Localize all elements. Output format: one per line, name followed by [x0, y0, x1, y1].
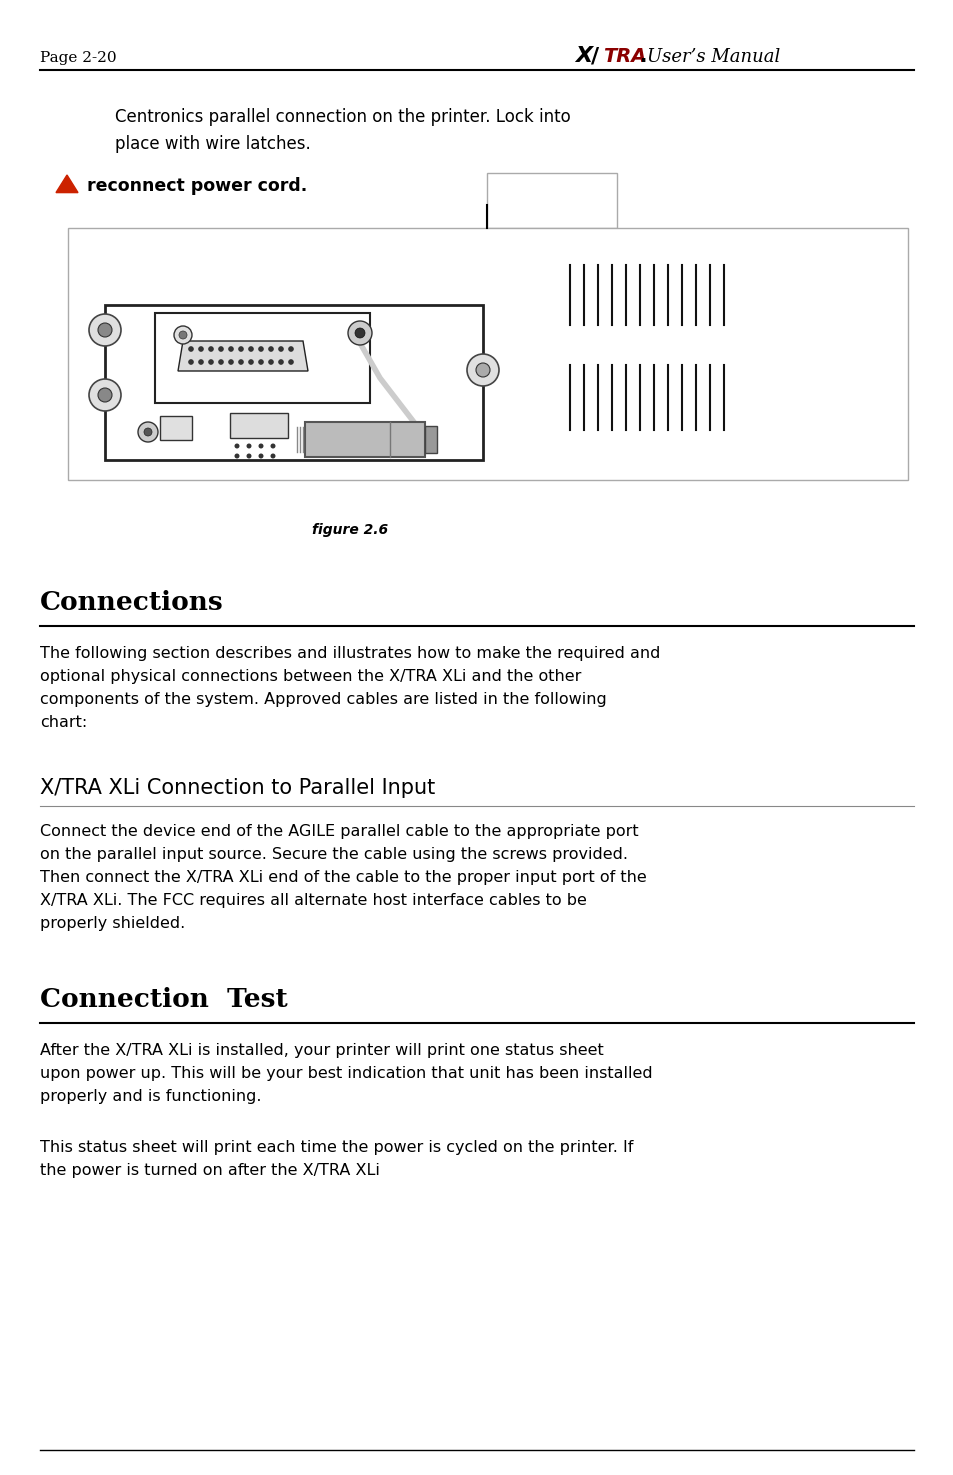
Text: place with wire latches.: place with wire latches.: [115, 136, 311, 153]
Circle shape: [209, 347, 213, 351]
Circle shape: [218, 360, 223, 364]
Text: properly shielded.: properly shielded.: [40, 916, 185, 931]
Circle shape: [355, 327, 365, 338]
Circle shape: [198, 347, 203, 351]
Text: After the X/TRA XLi is installed, your printer will print one status sheet: After the X/TRA XLi is installed, your p…: [40, 1043, 603, 1058]
Circle shape: [173, 326, 192, 344]
Bar: [230, 413, 288, 438]
Circle shape: [348, 322, 372, 345]
Text: components of the system. Approved cables are listed in the following: components of the system. Approved cable…: [40, 692, 606, 707]
Text: Connections: Connections: [40, 590, 224, 615]
Circle shape: [198, 360, 203, 364]
Circle shape: [268, 360, 274, 364]
Bar: [154, 313, 370, 403]
Circle shape: [268, 347, 274, 351]
Circle shape: [238, 360, 243, 364]
Circle shape: [258, 444, 263, 448]
Text: X/TRA XLi. The FCC requires all alternate host interface cables to be: X/TRA XLi. The FCC requires all alternat…: [40, 892, 586, 909]
Circle shape: [248, 347, 253, 351]
Circle shape: [258, 453, 263, 459]
Bar: [105, 305, 482, 460]
Circle shape: [246, 444, 252, 448]
Circle shape: [144, 428, 152, 437]
Circle shape: [189, 360, 193, 364]
Circle shape: [218, 347, 223, 351]
Circle shape: [189, 347, 193, 351]
Text: Page 2-20: Page 2-20: [40, 52, 116, 65]
Circle shape: [258, 360, 263, 364]
Bar: [68, 229, 907, 479]
Text: Then connect the X/TRA XLi end of the cable to the proper input port of the: Then connect the X/TRA XLi end of the ca…: [40, 870, 646, 885]
Bar: [424, 426, 436, 453]
Circle shape: [89, 314, 121, 347]
Circle shape: [229, 360, 233, 364]
Circle shape: [278, 347, 283, 351]
Text: on the parallel input source. Secure the cable using the screws provided.: on the parallel input source. Secure the…: [40, 847, 627, 861]
Text: properly and is functioning.: properly and is functioning.: [40, 1089, 261, 1103]
Text: figure 2.6: figure 2.6: [312, 524, 388, 537]
Circle shape: [467, 354, 498, 386]
Text: upon power up. This will be your best indication that unit has been installed: upon power up. This will be your best in…: [40, 1066, 652, 1081]
Circle shape: [258, 347, 263, 351]
Text: Centronics parallel connection on the printer. Lock into: Centronics parallel connection on the pr…: [115, 108, 570, 125]
Circle shape: [98, 388, 112, 403]
Circle shape: [89, 379, 121, 412]
Polygon shape: [178, 341, 308, 372]
Polygon shape: [56, 176, 78, 193]
Text: /: /: [590, 46, 598, 66]
Text: .: .: [639, 47, 647, 65]
Circle shape: [98, 323, 112, 336]
Text: TRA: TRA: [602, 47, 646, 65]
Text: X/TRA XLi Connection to Parallel Input: X/TRA XLi Connection to Parallel Input: [40, 777, 435, 798]
Text: Connect the device end of the AGILE parallel cable to the appropriate port: Connect the device end of the AGILE para…: [40, 825, 638, 839]
Text: optional physical connections between the X/TRA XLi and the other: optional physical connections between th…: [40, 670, 580, 684]
Circle shape: [271, 444, 275, 448]
Circle shape: [209, 360, 213, 364]
Text: the power is turned on after the X/TRA XLi: the power is turned on after the X/TRA X…: [40, 1162, 379, 1179]
Text: X: X: [575, 46, 592, 66]
Circle shape: [179, 330, 187, 339]
Text: Connection  Test: Connection Test: [40, 987, 288, 1012]
Circle shape: [234, 453, 239, 459]
Bar: [160, 416, 192, 440]
Circle shape: [288, 360, 294, 364]
Circle shape: [476, 363, 490, 378]
Circle shape: [278, 360, 283, 364]
Circle shape: [248, 360, 253, 364]
Bar: [486, 173, 617, 229]
Text: reconnect power cord.: reconnect power cord.: [87, 177, 307, 195]
Bar: [305, 422, 424, 457]
Circle shape: [229, 347, 233, 351]
Circle shape: [234, 444, 239, 448]
Text: User’s Manual: User’s Manual: [646, 49, 780, 66]
Circle shape: [138, 422, 158, 442]
Text: The following section describes and illustrates how to make the required and: The following section describes and illu…: [40, 646, 659, 661]
Circle shape: [238, 347, 243, 351]
Text: chart:: chart:: [40, 715, 87, 730]
Circle shape: [246, 453, 252, 459]
Circle shape: [288, 347, 294, 351]
Circle shape: [271, 453, 275, 459]
Text: This status sheet will print each time the power is cycled on the printer. If: This status sheet will print each time t…: [40, 1140, 633, 1155]
